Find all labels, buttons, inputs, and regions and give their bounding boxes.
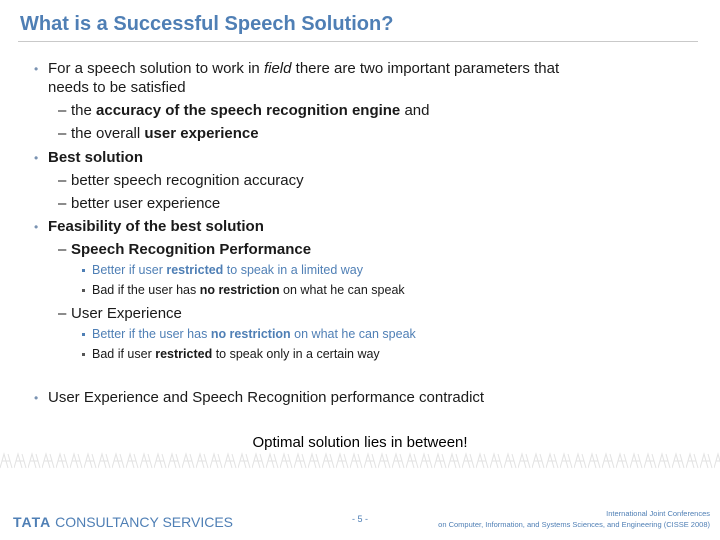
bullet-3-sub-1-item-2: Bad if the user has no restriction on wh… — [92, 283, 405, 297]
bullet-1-continuation: needs to be satisfied — [48, 79, 186, 96]
dash-icon: – — [58, 241, 67, 258]
bullet-3-sub-2-item-2: Bad if user restricted to speak only in … — [92, 347, 380, 361]
bullet-icon: • — [34, 391, 39, 405]
dash-icon: – — [58, 125, 67, 142]
bullet-3-sub-1-item-1: Better if user restricted to speak in a … — [92, 263, 363, 277]
slide-title: What is a Successful Speech Solution? — [20, 13, 394, 35]
bullet-3-text: Feasibility of the best solution — [48, 218, 264, 235]
bullet-3-sub-1: Speech Recognition Performance — [71, 241, 312, 258]
dash-icon: – — [58, 102, 67, 119]
bullet-2-sub-1: better speech recognition accuracy — [71, 172, 304, 189]
bullet-1-sub-1: the accuracy of the speech recognition e… — [71, 102, 430, 119]
dash-icon: – — [58, 305, 67, 322]
title-divider — [18, 41, 698, 42]
square-bullet-icon — [82, 289, 85, 292]
square-bullet-icon — [82, 353, 85, 356]
dash-icon: – — [58, 172, 67, 189]
dash-icon: – — [58, 195, 67, 212]
company-logo: TATA CONSULTANCY SERVICES — [13, 514, 234, 530]
bullet-icon: • — [34, 220, 39, 234]
bullet-icon: • — [34, 62, 39, 76]
conclusion-text: Optimal solution lies in between! — [252, 434, 468, 451]
conference-line-1: International Joint Conferences — [606, 509, 710, 518]
bullet-3-sub-2-item-1: Better if the user has no restriction on… — [92, 327, 416, 341]
bullet-4-text: User Experience and Speech Recognition p… — [48, 389, 485, 406]
bullet-1-text: For a speech solution to work in field t… — [48, 60, 560, 77]
conference-credit: International Joint Conferences on Compu… — [438, 508, 710, 530]
conference-line-2: on Computer, Information, and Systems Sc… — [438, 520, 710, 529]
square-bullet-icon — [82, 333, 85, 336]
bullet-icon: • — [34, 151, 39, 165]
page-number: - 5 - — [351, 514, 368, 524]
square-bullet-icon — [82, 269, 85, 272]
bullet-2-text: Best solution — [48, 149, 144, 166]
bullet-2-sub-2: better user experience — [71, 195, 221, 212]
bullet-3-sub-2: User Experience — [71, 305, 182, 322]
bullet-1-sub-2: the overall user experience — [71, 125, 259, 142]
decorative-pattern — [0, 452, 720, 470]
